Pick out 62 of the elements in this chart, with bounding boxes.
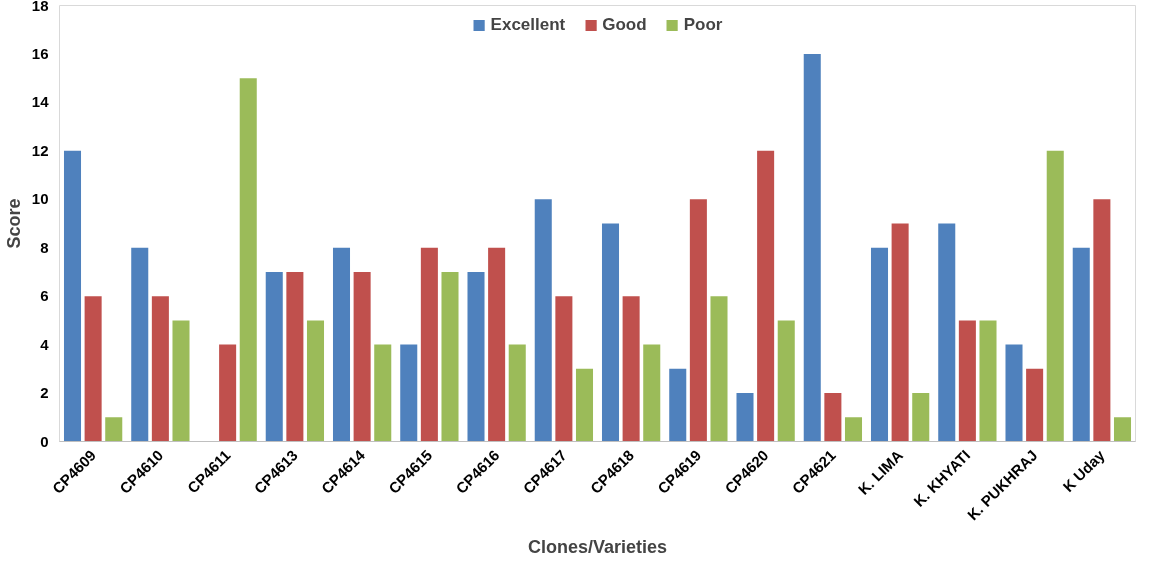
- bar: [265, 271, 283, 442]
- bar: [912, 393, 930, 442]
- bar: [441, 271, 459, 442]
- bar: [239, 78, 257, 442]
- bar: [844, 417, 863, 442]
- x-axis-title: Clones/Varieties: [527, 537, 668, 558]
- bar: [777, 320, 795, 442]
- legend-label: Poor: [683, 15, 723, 35]
- bar: [870, 247, 889, 442]
- y-axis-title: Score: [3, 198, 24, 249]
- bar: [575, 368, 594, 442]
- bar: [105, 417, 123, 442]
- bar: [219, 344, 237, 442]
- bar: [824, 393, 842, 442]
- bar: [938, 223, 956, 442]
- y-tick-label: 16: [31, 44, 49, 62]
- bar: [63, 150, 82, 442]
- bar: [172, 320, 190, 442]
- y-tick-label: 4: [40, 335, 50, 353]
- bar: [601, 223, 620, 442]
- bar: [131, 247, 149, 442]
- bar: [508, 344, 526, 442]
- bar: [1005, 344, 1023, 442]
- bar: [1072, 247, 1090, 442]
- bar: [689, 199, 707, 442]
- bar: [622, 296, 640, 442]
- bar: [736, 393, 754, 442]
- bar: [151, 296, 169, 442]
- bar: [1046, 150, 1064, 442]
- bar: [555, 296, 573, 442]
- bar: [467, 271, 485, 442]
- bar: [420, 247, 438, 442]
- bar: [643, 344, 661, 442]
- legend-label: Good: [602, 15, 647, 35]
- bar: [332, 247, 351, 442]
- bar: [1093, 199, 1111, 442]
- y-tick-label: 0: [40, 432, 49, 450]
- bar: [803, 53, 821, 442]
- y-tick-label: 14: [31, 93, 50, 111]
- y-tick-label: 10: [31, 190, 49, 208]
- bar: [710, 296, 728, 442]
- bar: [757, 150, 775, 442]
- bar: [979, 320, 997, 442]
- bar: [306, 320, 325, 442]
- bar: [669, 368, 687, 442]
- bar: [958, 320, 976, 442]
- y-tick-label: 18: [31, 0, 49, 14]
- bar: [286, 271, 304, 442]
- bar: [84, 296, 102, 442]
- bar: [1026, 368, 1044, 442]
- y-tick-label: 2: [40, 384, 49, 402]
- y-tick-label: 12: [31, 141, 49, 159]
- bar: [1113, 417, 1132, 442]
- bar: [400, 344, 418, 442]
- legend-label: Excellent: [490, 15, 566, 35]
- y-tick-label: 8: [40, 238, 49, 256]
- bar: [534, 199, 552, 442]
- bar: [353, 271, 371, 442]
- bar: [488, 247, 506, 442]
- bar: [374, 344, 392, 442]
- bar: [891, 223, 909, 442]
- y-tick-label: 6: [40, 287, 49, 305]
